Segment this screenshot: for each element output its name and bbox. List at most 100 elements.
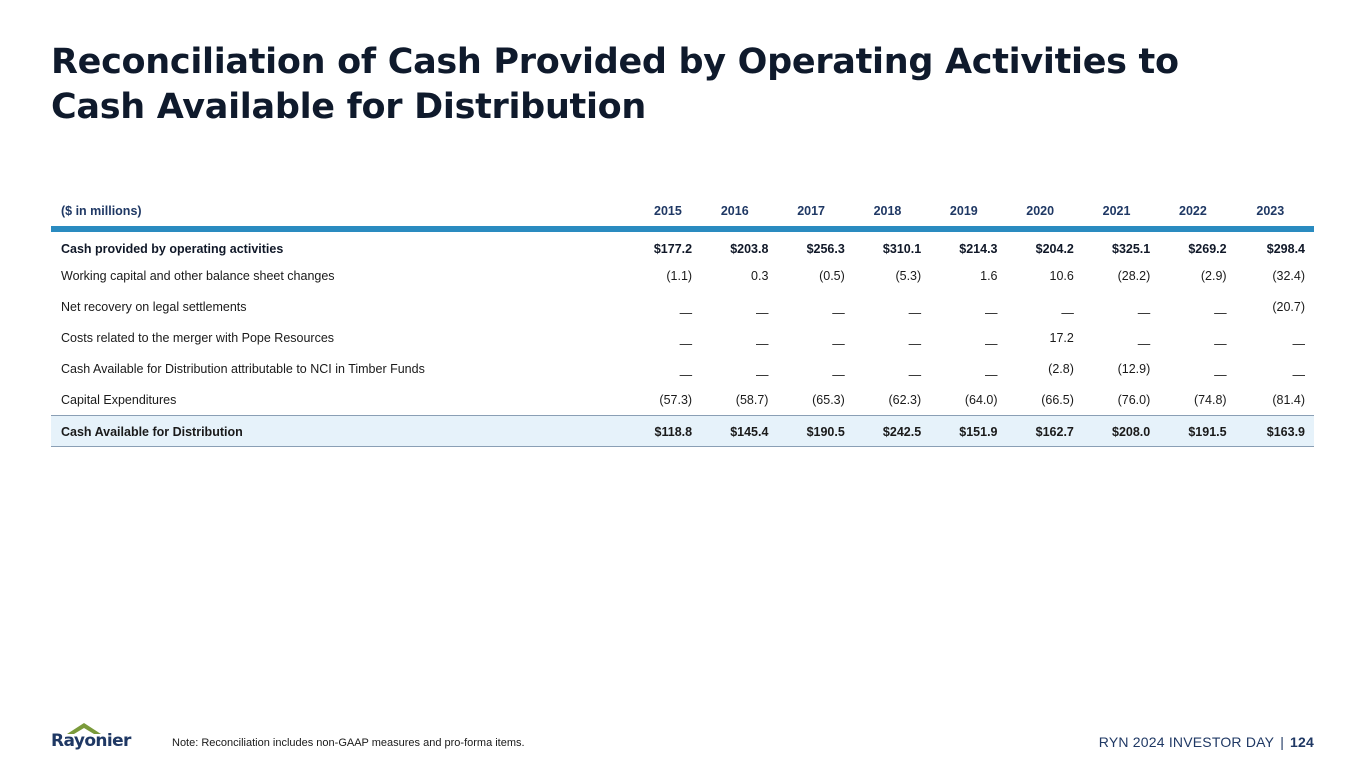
table-cell: $203.8 bbox=[730, 242, 769, 256]
table-cell: (76.0) bbox=[1117, 393, 1151, 407]
table-cell: $298.4 bbox=[1266, 242, 1305, 256]
year-header: 2016 bbox=[701, 196, 778, 232]
page-title-line-2: Cash Available for Distribution bbox=[51, 87, 647, 127]
page-title-line-1: Reconciliation of Cash Provided by Opera… bbox=[51, 42, 1179, 82]
row-label: Net recovery on legal settlements bbox=[61, 300, 247, 314]
table-cell: $214.3 bbox=[959, 242, 998, 256]
year-header: 2015 bbox=[643, 196, 702, 232]
table-cell: 10.6 bbox=[1049, 269, 1074, 283]
table-cell: $204.2 bbox=[1035, 242, 1074, 256]
table-cell: $118.8 bbox=[643, 414, 702, 447]
table-row: Cash provided by operating activities $1… bbox=[51, 229, 1314, 260]
table-row-total: Cash Available for Distribution $118.8 $… bbox=[51, 414, 1314, 447]
table-row: Costs related to the merger with Pope Re… bbox=[51, 322, 1314, 353]
table-row: Net recovery on legal settlements — — — … bbox=[51, 291, 1314, 322]
table-cell: $191.5 bbox=[1159, 414, 1236, 447]
table-cell: — bbox=[679, 368, 693, 382]
table-cell: (2.8) bbox=[1048, 362, 1074, 376]
table-cell: $162.7 bbox=[1006, 414, 1083, 447]
table-cell: (0.5) bbox=[819, 269, 845, 283]
table-cell: (32.4) bbox=[1272, 269, 1305, 283]
year-header: 2020 bbox=[1006, 196, 1083, 232]
table-cell: — bbox=[1137, 306, 1151, 320]
table-cell: $325.1 bbox=[1112, 242, 1151, 256]
year-header: 2017 bbox=[777, 196, 854, 232]
table-row: Working capital and other balance sheet … bbox=[51, 260, 1314, 291]
year-header: 2022 bbox=[1159, 196, 1236, 232]
logo-wordmark: Rayonier bbox=[51, 731, 131, 751]
table-cell: (20.7) bbox=[1272, 300, 1305, 314]
table-cell: (1.1) bbox=[666, 269, 693, 283]
table-cell: (62.3) bbox=[888, 393, 922, 407]
table-cell: — bbox=[679, 306, 693, 320]
table-cell: (58.7) bbox=[735, 393, 769, 407]
table-cell: — bbox=[1292, 337, 1306, 351]
table-cell: (2.9) bbox=[1200, 269, 1227, 283]
year-header: 2023 bbox=[1235, 196, 1314, 232]
row-label: Cash Available for Distribution bbox=[51, 414, 644, 447]
event-name: RYN 2024 INVESTOR DAY bbox=[1098, 734, 1275, 750]
slide-footer: RYN 2024 INVESTOR DAY | 124 bbox=[1099, 734, 1314, 750]
table-cell: — bbox=[908, 368, 922, 382]
table-cell: $190.5 bbox=[777, 414, 854, 447]
row-label: Capital Expenditures bbox=[61, 393, 177, 407]
table-cell: (5.3) bbox=[895, 269, 922, 283]
table-cell: $208.0 bbox=[1082, 414, 1160, 447]
table-cell: — bbox=[1137, 337, 1151, 351]
units-label: ($ in millions) bbox=[51, 196, 644, 232]
table-cell: — bbox=[908, 337, 922, 351]
footer-separator: | bbox=[1280, 734, 1285, 750]
table-cell: — bbox=[1061, 306, 1074, 320]
row-label: Cash Available for Distribution attribut… bbox=[61, 362, 425, 376]
table-cell: — bbox=[755, 306, 769, 320]
footnote: Note: Reconciliation includes non-GAAP m… bbox=[172, 737, 525, 749]
year-header: 2021 bbox=[1082, 196, 1160, 232]
table-cell: (64.0) bbox=[964, 393, 998, 407]
table-header-row: ($ in millions) 2015 2016 2017 2018 2019… bbox=[51, 196, 1314, 232]
table-cell: (65.3) bbox=[812, 393, 845, 407]
table-cell: — bbox=[755, 337, 769, 351]
year-header: 2019 bbox=[930, 196, 1007, 232]
row-label: Working capital and other balance sheet … bbox=[61, 269, 335, 283]
page-number: 124 bbox=[1290, 734, 1314, 750]
table-cell: — bbox=[1214, 337, 1227, 351]
reconciliation-table: ($ in millions) 2015 2016 2017 2018 2019… bbox=[51, 196, 1314, 447]
table-cell: 17.2 bbox=[1049, 331, 1074, 345]
row-label: Cash provided by operating activities bbox=[61, 242, 284, 256]
table-cell: (28.2) bbox=[1117, 269, 1151, 283]
table-cell: $145.4 bbox=[701, 414, 778, 447]
table-cell: — bbox=[1292, 368, 1306, 382]
table-cell: — bbox=[832, 368, 845, 382]
page-title: Reconciliation of Cash Provided by Opera… bbox=[51, 40, 1251, 130]
table-cell: — bbox=[832, 306, 845, 320]
table-cell: (66.5) bbox=[1041, 393, 1074, 407]
table-cell: (74.8) bbox=[1193, 393, 1227, 407]
table-cell: — bbox=[985, 306, 998, 320]
table-cell: (57.3) bbox=[659, 393, 693, 407]
table-cell: $310.1 bbox=[882, 242, 922, 256]
table-cell: $177.2 bbox=[653, 242, 693, 256]
table-cell: — bbox=[1214, 368, 1227, 382]
table-cell: (12.9) bbox=[1117, 362, 1151, 376]
table-row: Capital Expenditures (57.3) (58.7) (65.3… bbox=[51, 384, 1314, 415]
table-cell: $151.9 bbox=[930, 414, 1007, 447]
table-cell: — bbox=[1214, 306, 1227, 320]
table-cell: $163.9 bbox=[1235, 414, 1314, 447]
table-cell: — bbox=[679, 337, 693, 351]
tree-icon bbox=[67, 723, 101, 734]
table-cell: — bbox=[985, 368, 998, 382]
table-row: Cash Available for Distribution attribut… bbox=[51, 353, 1314, 384]
table-cell: 0.3 bbox=[751, 269, 769, 283]
row-label: Costs related to the merger with Pope Re… bbox=[61, 331, 335, 345]
table-cell: $269.2 bbox=[1188, 242, 1227, 256]
table-cell: — bbox=[908, 306, 922, 320]
table-cell: 1.6 bbox=[980, 269, 998, 283]
table-cell: — bbox=[832, 337, 845, 351]
table-cell: (81.4) bbox=[1272, 393, 1305, 407]
table-cell: — bbox=[755, 368, 769, 382]
table-cell: $242.5 bbox=[853, 414, 931, 447]
table-cell: — bbox=[985, 337, 998, 351]
table-cell: $256.3 bbox=[806, 242, 845, 256]
year-header: 2018 bbox=[853, 196, 931, 232]
rayonier-logo: Rayonier bbox=[51, 722, 131, 752]
